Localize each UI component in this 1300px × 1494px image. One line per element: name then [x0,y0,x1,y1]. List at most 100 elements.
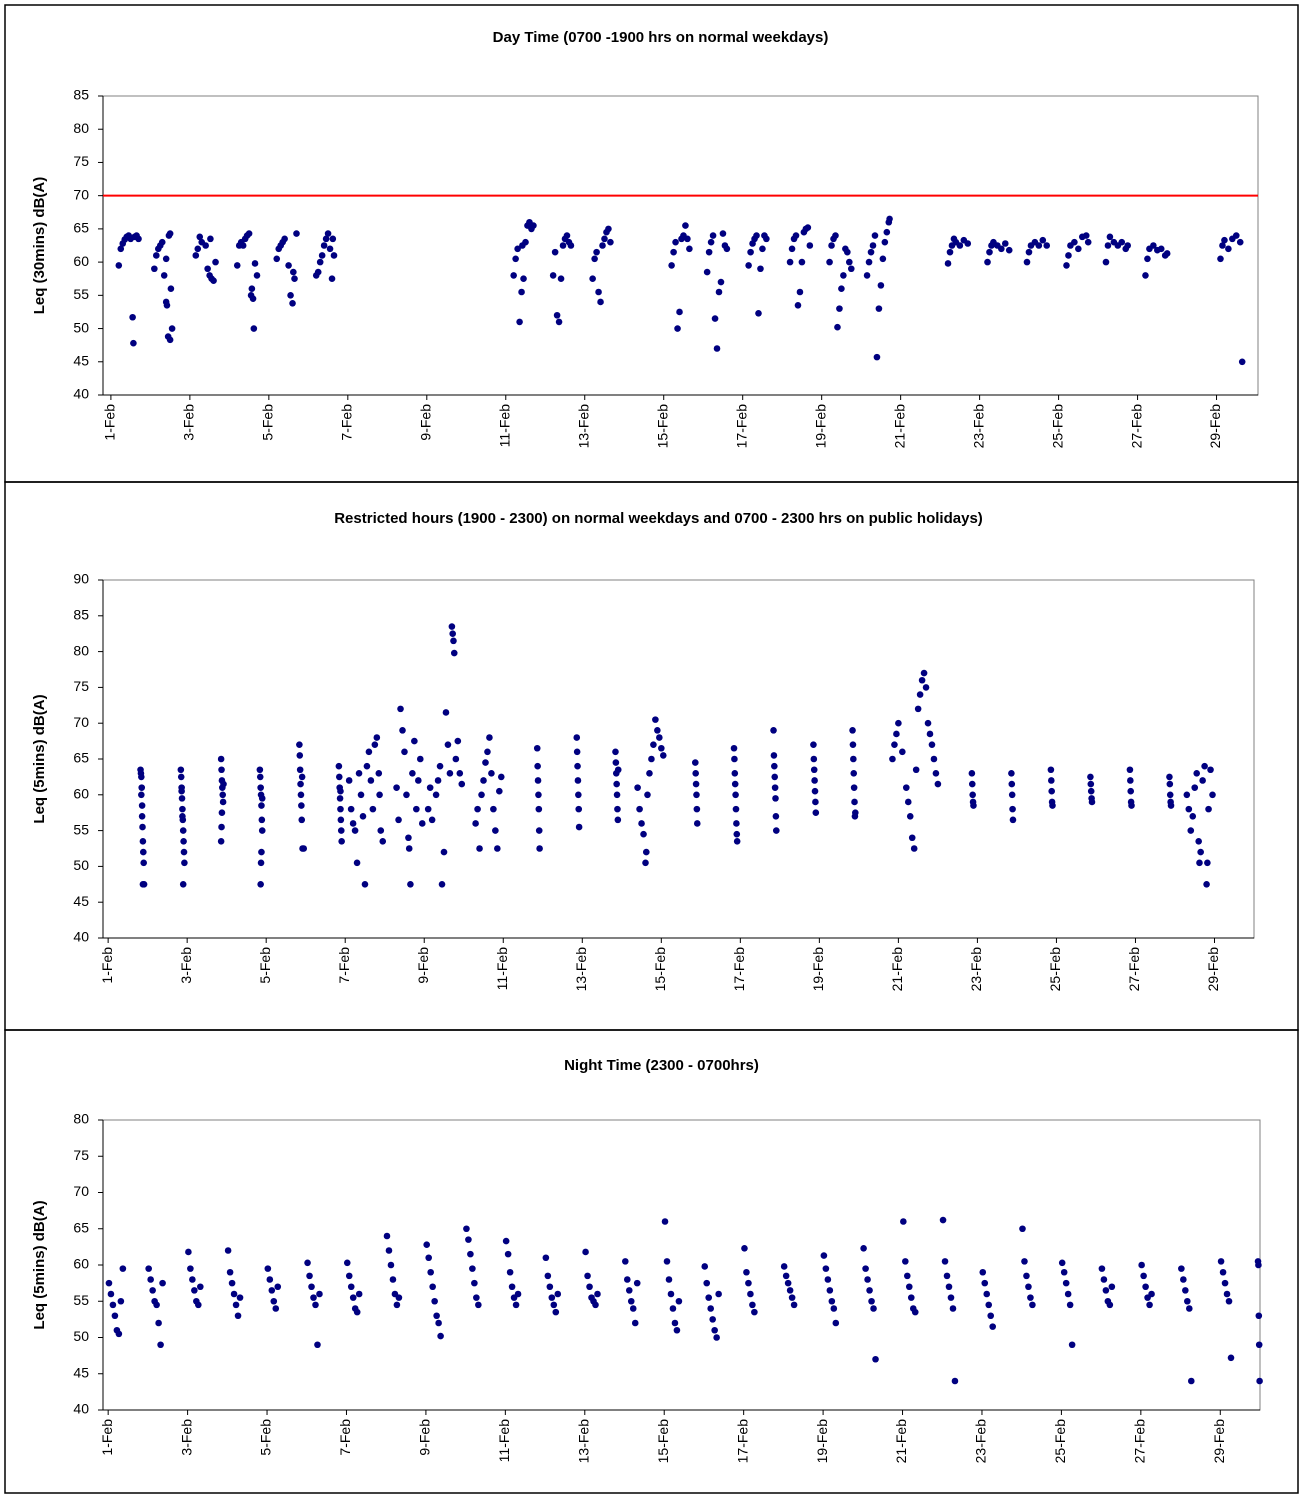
data-point [811,777,818,784]
data-point [830,1305,838,1312]
data-point [899,748,906,756]
data-point [314,1341,321,1349]
data-point [743,1268,750,1276]
data-point [535,827,543,834]
data-point [1087,773,1094,781]
data-point [502,1237,510,1245]
data-point [751,1308,758,1316]
data-point [151,265,158,273]
data-point [228,1279,236,1287]
data-point [584,1272,591,1280]
data-point [863,272,871,279]
data-point [661,1218,669,1225]
data-point [668,262,675,269]
data-point [640,830,647,838]
data-point [145,1265,152,1272]
x-tick-label: 15-Feb [654,404,670,449]
data-point [385,1247,393,1254]
data-point [194,245,202,253]
y-tick-label: 90 [73,571,89,587]
x-tick-label: 1-Feb [99,1419,115,1456]
data-point [534,762,541,770]
y-tick-label: 45 [73,352,89,368]
x-tick-label: 25-Feb [1047,947,1063,992]
data-point [157,1341,164,1349]
data-point [563,232,571,239]
data-point [633,1279,641,1287]
data-point [701,1263,709,1270]
data-point [850,770,858,777]
data-point [236,1294,244,1301]
data-point [407,881,414,888]
y-tick-label: 85 [73,607,89,623]
data-point [472,820,479,827]
data-point [753,232,760,239]
plot-area [102,579,1255,939]
data-point [607,238,614,246]
data-point [605,225,612,233]
data-point [1217,1258,1225,1265]
data-point [987,1312,995,1320]
data-point [1146,1301,1153,1309]
data-point [107,1290,115,1298]
data-point [204,265,211,273]
data-point [434,777,442,784]
data-point [732,805,740,813]
data-point [904,798,912,806]
data-point [824,1276,832,1283]
data-point [178,795,186,802]
data-point [496,787,503,795]
data-point [747,248,754,256]
data-point [1205,805,1212,813]
data-point [627,1297,635,1305]
data-point [979,1268,987,1276]
data-point [179,812,186,820]
data-point [369,805,377,813]
data-point [810,741,817,748]
data-point [1178,1265,1185,1272]
data-point [1001,240,1009,247]
data-point [405,834,412,842]
data-point [871,232,879,239]
data-point [274,1283,282,1291]
data-point [1064,1290,1072,1298]
x-tick-label: 13-Feb [575,1419,591,1464]
data-point [650,741,657,748]
data-point [612,748,619,756]
data-point [155,1319,162,1327]
data-point [860,1245,867,1252]
x-tick-label: 23-Feb [968,947,984,992]
data-point [652,716,659,723]
x-tick-label: 7-Feb [339,404,355,441]
data-point [1142,272,1149,279]
data-point [956,242,964,249]
data-point [780,1263,788,1270]
x-tick-label: 17-Feb [731,947,747,992]
data-point [1008,780,1016,788]
data-point [296,766,304,774]
data-point [245,230,253,237]
data-point [442,709,450,716]
data-point [1127,787,1135,795]
data-point [519,242,526,249]
data-point [233,262,241,269]
data-point [902,1258,909,1265]
data-point [456,770,464,777]
data-point [1203,881,1210,888]
x-tick-label: 9-Feb [415,947,431,984]
data-point [180,838,187,845]
data-point [1066,1301,1074,1309]
data-point [335,762,343,770]
data-point [297,780,304,788]
data-point [554,1290,562,1298]
data-point [139,838,147,845]
x-tick-label: 25-Feb [1052,1419,1068,1464]
x-tick-label: 25-Feb [1049,404,1065,449]
data-point [490,805,497,813]
data-point [1084,238,1092,246]
x-tick-label: 5-Feb [260,404,276,441]
data-point [788,1294,796,1301]
data-point [755,309,762,317]
chart-title: Restricted hours (1900 - 2300) on normal… [334,510,983,527]
data-point [138,812,146,820]
